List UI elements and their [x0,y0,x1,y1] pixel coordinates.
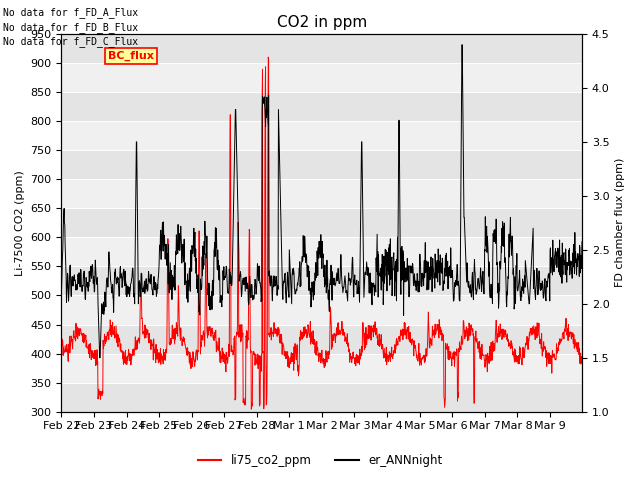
Y-axis label: Li-7500 CO2 (ppm): Li-7500 CO2 (ppm) [15,170,25,276]
Bar [61,150,582,179]
Bar [61,208,582,237]
Bar [61,92,582,121]
Legend: li75_co2_ppm, er_ANNnight: li75_co2_ppm, er_ANNnight [193,449,447,472]
Bar [61,383,582,412]
Title: CO2 in ppm: CO2 in ppm [276,15,367,30]
Text: No data for f_FD_A_Flux: No data for f_FD_A_Flux [3,7,138,18]
Bar [61,34,582,63]
Text: No data for f_FD_C_Flux: No data for f_FD_C_Flux [3,36,138,47]
Bar [61,324,582,354]
Y-axis label: FD chamber flux (ppm): FD chamber flux (ppm) [615,158,625,288]
Text: No data for f_FD_B_Flux: No data for f_FD_B_Flux [3,22,138,33]
Bar [61,266,582,296]
Text: BC_flux: BC_flux [108,51,154,61]
